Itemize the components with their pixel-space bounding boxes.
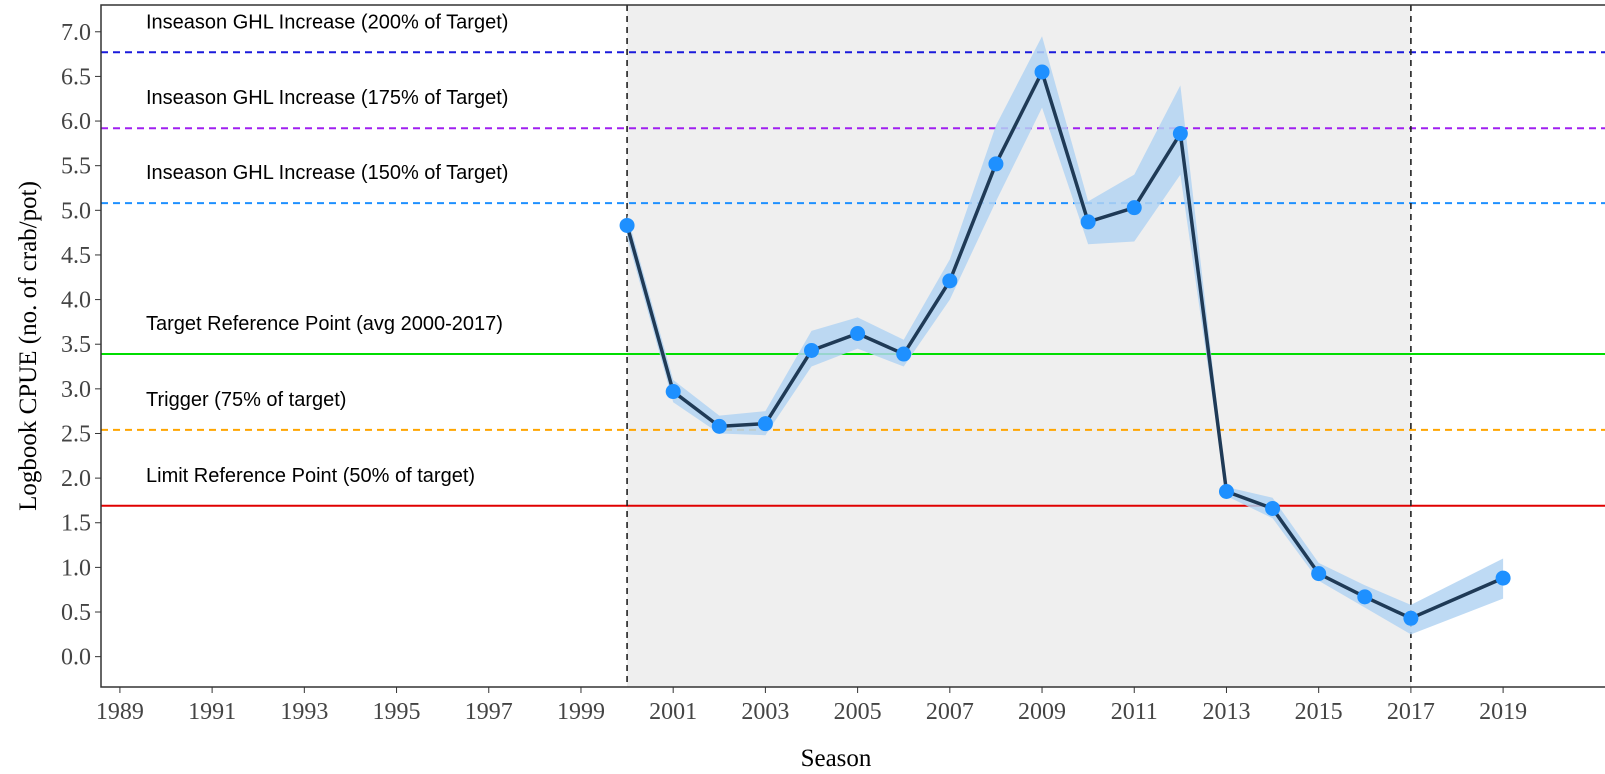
cpue-point: [1218, 484, 1234, 500]
cpue-point: [804, 342, 820, 358]
y-tick-label: 4.0: [61, 288, 91, 314]
x-tick-label: 1995: [373, 699, 421, 725]
reference-label: Limit Reference Point (50% of target): [146, 465, 475, 487]
y-tick-label: 1.0: [61, 555, 91, 581]
cpue-point: [1172, 126, 1188, 142]
x-tick-label: 2001: [649, 699, 697, 725]
x-tick-label: 1993: [280, 699, 328, 725]
cpue-point: [896, 346, 912, 362]
plot-frame: [100, 4, 1605, 688]
x-tick-label: 2019: [1479, 699, 1527, 725]
reference-label: Inseason GHL Increase (200% of Target): [146, 11, 508, 33]
x-tick-label: 1989: [96, 699, 144, 725]
x-tick-label: 2009: [1018, 699, 1066, 725]
cpue-point: [711, 418, 727, 434]
y-tick-label: 2.0: [61, 466, 91, 492]
cpue-point: [988, 156, 1004, 172]
y-tick-label: 5.5: [61, 154, 91, 180]
cpue-point: [665, 384, 681, 400]
y-tick-label: 7.0: [61, 20, 91, 46]
y-tick-label: 4.5: [61, 243, 91, 269]
y-tick-label: 6.0: [61, 109, 91, 135]
reference-label: Inseason GHL Increase (175% of Target): [146, 87, 508, 109]
y-tick-label: 0.5: [61, 600, 91, 626]
cpue-point: [850, 326, 866, 342]
cpue-point: [1080, 214, 1096, 230]
y-tick-label: 6.5: [61, 64, 91, 90]
y-tick-label: 1.5: [61, 511, 91, 537]
x-tick-label: 2011: [1111, 699, 1158, 725]
cpue-point: [1034, 64, 1050, 80]
cpue-point: [1265, 500, 1281, 516]
y-tick-label: 3.0: [61, 377, 91, 403]
y-tick-label: 3.5: [61, 332, 91, 358]
reference-label: Inseason GHL Increase (150% of Target): [146, 162, 508, 184]
x-tick-label: 1997: [465, 699, 513, 725]
x-tick-label: 2017: [1387, 699, 1435, 725]
x-axis-title: Season: [801, 745, 872, 772]
y-tick-label: 5.0: [61, 198, 91, 224]
x-tick-label: 2013: [1202, 699, 1250, 725]
reference-label: Trigger (75% of target): [146, 389, 346, 411]
y-axis-title: Logbook CPUE (no. of crab/pot): [15, 181, 42, 511]
y-tick-label: 0.0: [61, 645, 91, 671]
x-tick-label: 2007: [926, 699, 974, 725]
y-tick-label: 2.5: [61, 421, 91, 447]
cpue-point: [1311, 566, 1327, 582]
cpue-point: [757, 416, 773, 432]
x-tick-label: 1991: [188, 699, 236, 725]
x-tick-label: 1999: [557, 699, 605, 725]
confidence-band: [627, 36, 1504, 635]
x-tick-label: 2005: [834, 699, 882, 725]
x-tick-label: 2003: [741, 699, 789, 725]
cpue-point: [619, 217, 635, 233]
cpue-point: [1403, 610, 1419, 626]
cpue-point: [942, 273, 958, 289]
cpue-point: [1495, 570, 1511, 586]
x-tick-label: 2015: [1295, 699, 1343, 725]
reference-label: Target Reference Point (avg 2000-2017): [146, 313, 503, 335]
cpue-point: [1357, 589, 1373, 605]
cpue-point: [1126, 200, 1142, 216]
